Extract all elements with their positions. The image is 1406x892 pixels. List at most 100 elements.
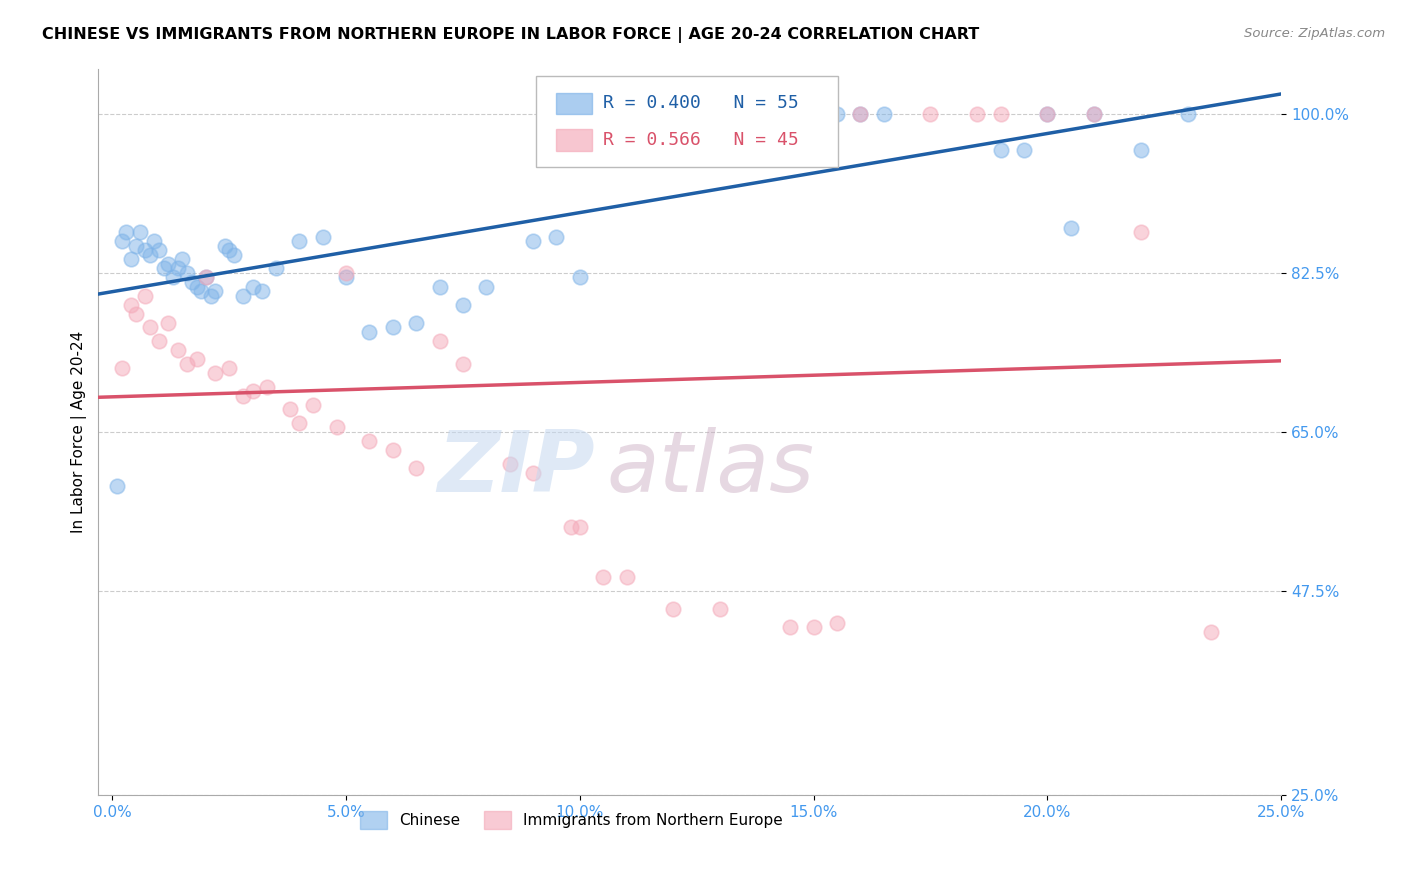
Point	[568, 270, 591, 285]
Point	[148, 244, 170, 258]
Point	[920, 107, 942, 121]
Point	[381, 320, 404, 334]
Point	[204, 284, 226, 298]
Point	[546, 229, 568, 244]
Point	[709, 602, 731, 616]
Point	[148, 334, 170, 348]
Y-axis label: In Labor Force | Age 20-24: In Labor Force | Age 20-24	[72, 331, 87, 533]
Point	[475, 279, 498, 293]
Point	[115, 225, 138, 239]
Point	[405, 461, 427, 475]
Text: R = 0.566   N = 45: R = 0.566 N = 45	[603, 131, 799, 149]
Point	[662, 107, 685, 121]
Point	[162, 270, 184, 285]
Point	[849, 107, 872, 121]
Point	[139, 248, 162, 262]
Point	[1177, 107, 1199, 121]
Point	[186, 352, 208, 367]
Point	[194, 270, 217, 285]
Point	[288, 234, 311, 248]
Point	[190, 284, 212, 298]
Point	[157, 316, 180, 330]
Point	[616, 107, 638, 121]
Point	[326, 420, 349, 434]
Point	[335, 270, 357, 285]
Point	[180, 275, 202, 289]
Point	[176, 266, 198, 280]
Bar	[557, 128, 592, 151]
Point	[264, 261, 287, 276]
Point	[522, 234, 544, 248]
Point	[232, 288, 254, 302]
Point	[222, 248, 245, 262]
Point	[242, 279, 264, 293]
Point	[1129, 143, 1152, 157]
Point	[522, 466, 544, 480]
Point	[1199, 624, 1222, 639]
Point	[214, 238, 236, 252]
Point	[125, 238, 148, 252]
Point	[166, 261, 188, 276]
Point	[250, 284, 273, 298]
Point	[204, 366, 226, 380]
Point	[242, 384, 264, 398]
Point	[825, 615, 848, 630]
Point	[312, 229, 335, 244]
Point	[1129, 225, 1152, 239]
Point	[359, 325, 381, 339]
Point	[232, 389, 254, 403]
Point	[139, 320, 162, 334]
Point	[134, 288, 156, 302]
Point	[1036, 107, 1059, 121]
Point	[779, 620, 801, 634]
Point	[990, 143, 1012, 157]
Point	[194, 270, 217, 285]
Point	[125, 307, 148, 321]
Point	[218, 361, 240, 376]
Point	[153, 261, 176, 276]
Bar	[557, 93, 592, 114]
Point	[134, 244, 156, 258]
Point	[176, 357, 198, 371]
Point	[120, 298, 142, 312]
Text: atlas: atlas	[607, 426, 815, 510]
Point	[335, 266, 357, 280]
Point	[120, 252, 142, 267]
Point	[143, 234, 166, 248]
Text: ZIP: ZIP	[437, 426, 595, 510]
Point	[186, 279, 208, 293]
Point	[1036, 107, 1059, 121]
Point	[111, 234, 134, 248]
Point	[849, 107, 872, 121]
Point	[302, 398, 325, 412]
Point	[592, 570, 614, 584]
Point	[966, 107, 988, 121]
Point	[755, 107, 778, 121]
Point	[451, 298, 474, 312]
Point	[172, 252, 194, 267]
Point	[1060, 220, 1083, 235]
Text: Source: ZipAtlas.com: Source: ZipAtlas.com	[1244, 27, 1385, 40]
Point	[616, 570, 638, 584]
Point	[568, 520, 591, 534]
Point	[803, 620, 825, 634]
Point	[1012, 143, 1035, 157]
Point	[381, 443, 404, 458]
Point	[359, 434, 381, 448]
Point	[709, 107, 731, 121]
Point	[825, 107, 848, 121]
Point	[499, 457, 522, 471]
Point	[256, 379, 278, 393]
Point	[560, 520, 582, 534]
Point	[873, 107, 896, 121]
Text: R = 0.400   N = 55: R = 0.400 N = 55	[603, 95, 799, 112]
Point	[1083, 107, 1105, 121]
Point	[405, 316, 427, 330]
FancyBboxPatch shape	[536, 76, 838, 167]
Point	[429, 334, 451, 348]
Point	[218, 244, 240, 258]
Point	[990, 107, 1012, 121]
Point	[451, 357, 474, 371]
Point	[157, 257, 180, 271]
Point	[111, 361, 134, 376]
